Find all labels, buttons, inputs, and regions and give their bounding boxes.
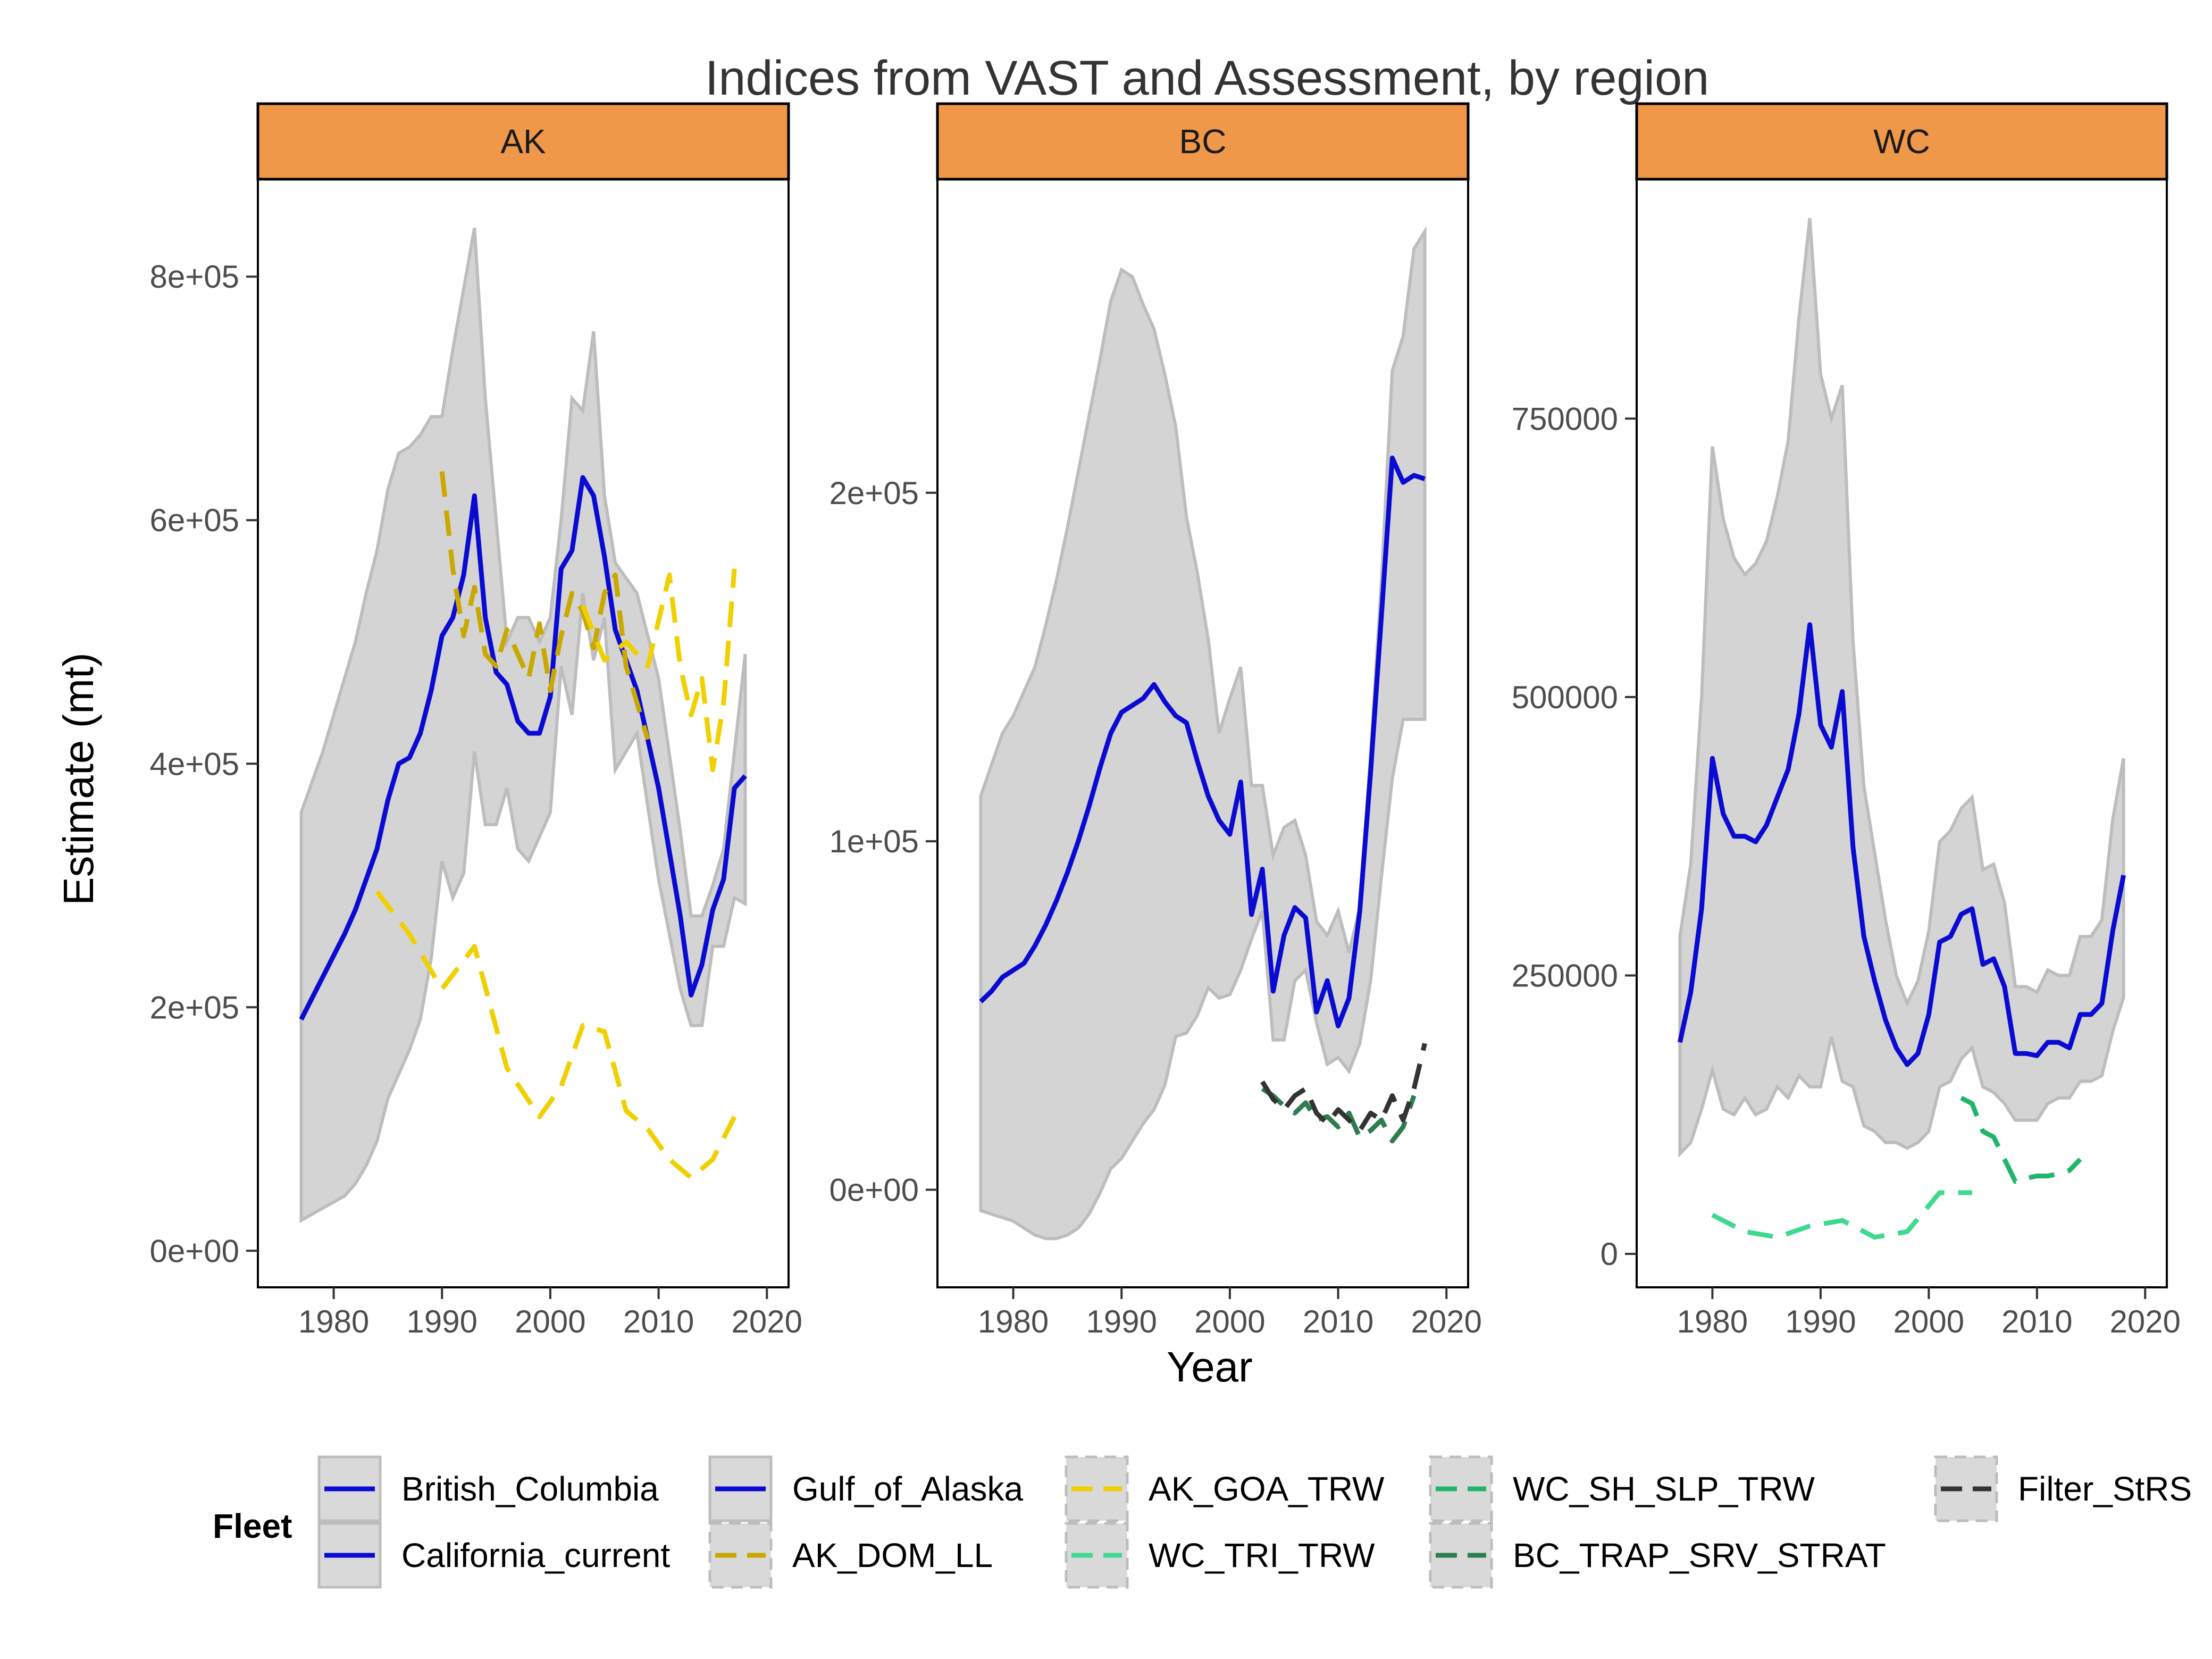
y-axis-label: Estimate (mt) [55, 652, 102, 906]
y-tick-label: 500000 [1512, 680, 1618, 715]
x-tick-label: 2020 [1411, 1304, 1482, 1339]
y-tick-label: 0e+00 [149, 1233, 239, 1269]
legend-label: British_Columbia [401, 1470, 659, 1508]
plot-area [979, 225, 1427, 1241]
x-tick-label: 2010 [623, 1304, 694, 1339]
x-tick-label: 1980 [298, 1304, 369, 1339]
series-line-BC_TRAP_SRV_STRAT [1261, 1086, 1417, 1144]
x-tick-label: 2020 [732, 1304, 802, 1339]
legend-label: Filter_StRS [2018, 1470, 2192, 1508]
panel-border [1636, 178, 2168, 1288]
y-tick-label: 750000 [1512, 401, 1618, 437]
y-tick-label: 250000 [1512, 958, 1618, 994]
x-tick-label: 2020 [2110, 1304, 2181, 1339]
x-tick-label: 2000 [515, 1304, 585, 1339]
panel-wc: WC 1980 1990 2000 2010 2020 0 250000 500000 75000… [1512, 102, 2181, 1339]
panel-bc: BC 1980 1990 2000 2010 2020 0e+00 1e+05 2e+05 [829, 102, 1482, 1339]
legend: Fleet British_Columbia California_current G… [213, 1455, 2192, 1589]
panels: AK 1980 1990 2000 2010 2020 0e+00 2e+05 4e+05 6e+… [149, 102, 2181, 1339]
y-tick-label: 4e+05 [149, 746, 239, 782]
legend-item-British_Columbia: British_Columbia [317, 1455, 659, 1522]
x-tick-label: 2010 [1303, 1304, 1373, 1339]
facet-label: WC [1873, 122, 1930, 161]
y-tick-label: 8e+05 [149, 259, 239, 295]
x-tick-label: 1990 [1086, 1304, 1157, 1339]
facet-strip-wc [1635, 102, 2168, 181]
ribbon-British_Columbia [979, 225, 1427, 1241]
x-tick-label: 2000 [1194, 1304, 1265, 1339]
chart-title: Indices from VAST and Assessment, by reg… [705, 51, 1710, 105]
facet-strip-ak [256, 102, 790, 181]
legend-item-AK_DOM_LL: AK_DOM_LL [708, 1522, 993, 1589]
legend-label: WC_SH_SLP_TRW [1513, 1470, 1815, 1508]
legend-item-WC_TRI_TRW: WC_TRI_TRW [1065, 1522, 1375, 1589]
legend-item-Filter_StRS: Filter_StRS [1934, 1455, 2192, 1522]
panel-border [936, 178, 1469, 1288]
series-line-AK_DOM_LL [439, 471, 650, 740]
series-line-British_Columbia [979, 455, 1426, 1028]
legend-label: AK_GOA_TRW [1149, 1470, 1385, 1508]
x-tick-label: 1980 [978, 1304, 1049, 1339]
legend-item-WC_SH_SLP_TRW: WC_SH_SLP_TRW [1429, 1455, 1815, 1522]
legend-title: Fleet [213, 1507, 292, 1545]
legend-item-Gulf_of_Alaska: Gulf_of_Alaska [708, 1455, 1023, 1522]
y-tick-label: 2e+05 [829, 475, 919, 511]
legend-item-AK_GOA_TRW: AK_GOA_TRW [1065, 1455, 1385, 1522]
y-tick-label: 1e+05 [829, 824, 919, 859]
legend-item-California_current: California_current [317, 1522, 670, 1589]
legend-label: BC_TRAP_SRV_STRAT [1513, 1536, 1886, 1574]
panel-border [257, 178, 790, 1288]
x-tick-label: 1980 [1677, 1304, 1748, 1339]
facet-label: BC [1179, 122, 1227, 161]
series-line-Filter_StRS [1260, 1043, 1427, 1133]
x-tick-label: 1990 [1785, 1304, 1856, 1339]
series-line-California_current [1678, 622, 2126, 1067]
y-tick-label: 0 [1601, 1236, 1618, 1272]
y-tick-label: 6e+05 [149, 502, 239, 538]
series-line-Gulf_of_Alaska [299, 475, 747, 1021]
legend-label: California_current [401, 1536, 670, 1574]
series-line-AK_GOA_TRW [375, 890, 737, 1180]
plot-area [299, 228, 747, 1224]
legend-item-BC_TRAP_SRV_STRAT: BC_TRAP_SRV_STRAT [1429, 1522, 1886, 1589]
x-axis-label: Year [1167, 1343, 1253, 1390]
y-tick-label: 0e+00 [829, 1172, 919, 1208]
facet-label: AK [500, 122, 546, 161]
plot-area [1678, 217, 2126, 1240]
ribbon-California_current [1678, 217, 2125, 1158]
series-line-WC_TRI_TRW [1711, 1190, 1972, 1240]
x-tick-label: 1990 [407, 1304, 477, 1339]
legend-label: WC_TRI_TRW [1149, 1536, 1375, 1574]
x-tick-label: 2000 [1893, 1304, 1964, 1339]
panel-ak: AK 1980 1990 2000 2010 2020 0e+00 2e+05 4e+05 6e+… [149, 102, 802, 1339]
legend-label: Gulf_of_Alaska [792, 1470, 1023, 1508]
y-tick-label: 2e+05 [149, 990, 239, 1025]
x-tick-label: 2010 [2001, 1304, 2072, 1339]
legend-label: AK_DOM_LL [792, 1536, 993, 1574]
